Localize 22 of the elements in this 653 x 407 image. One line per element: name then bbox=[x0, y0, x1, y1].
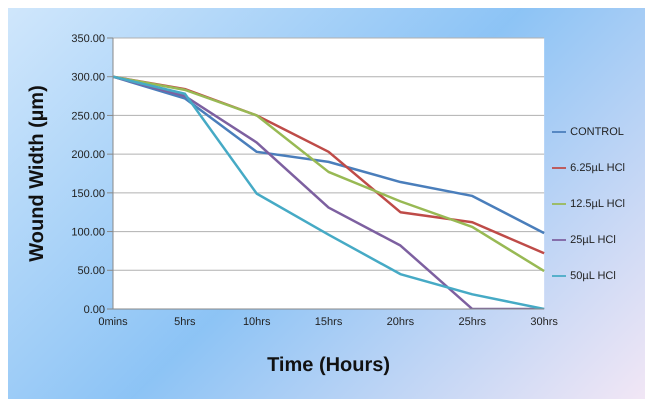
y-tick-label: 0.00 bbox=[84, 304, 105, 316]
y-tick-label: 50.00 bbox=[77, 265, 105, 278]
legend-label: 50µL HCl bbox=[570, 270, 616, 282]
legend-label: 12.5µL HCl bbox=[570, 198, 625, 210]
x-tick-label: 5hrs bbox=[174, 316, 196, 328]
legend-label: 25µL HCl bbox=[570, 234, 616, 246]
x-tick-label: 20hrs bbox=[386, 316, 415, 328]
y-tick-label: 200.00 bbox=[71, 149, 105, 162]
y-axis-title: Wound Width (µm) bbox=[26, 85, 48, 262]
legend-label: 6.25µL HCl bbox=[570, 162, 625, 174]
y-tick-label: 250.00 bbox=[71, 110, 105, 122]
x-tick-label: 15hrs bbox=[314, 316, 343, 328]
x-tick-label: 10hrs bbox=[242, 316, 271, 328]
x-tick-label: 30hrs bbox=[530, 316, 558, 328]
x-tick-label: 0mins bbox=[98, 316, 128, 328]
y-tick-label: 300.00 bbox=[71, 72, 105, 84]
y-tick-label: 150.00 bbox=[71, 188, 105, 200]
legend-label: CONTROL bbox=[570, 126, 624, 138]
y-tick-label: 100.00 bbox=[71, 226, 105, 238]
x-tick-label: 25hrs bbox=[458, 316, 487, 328]
x-axis-title: Time (Hours) bbox=[267, 354, 390, 376]
y-tick-label: 350.00 bbox=[71, 32, 105, 45]
